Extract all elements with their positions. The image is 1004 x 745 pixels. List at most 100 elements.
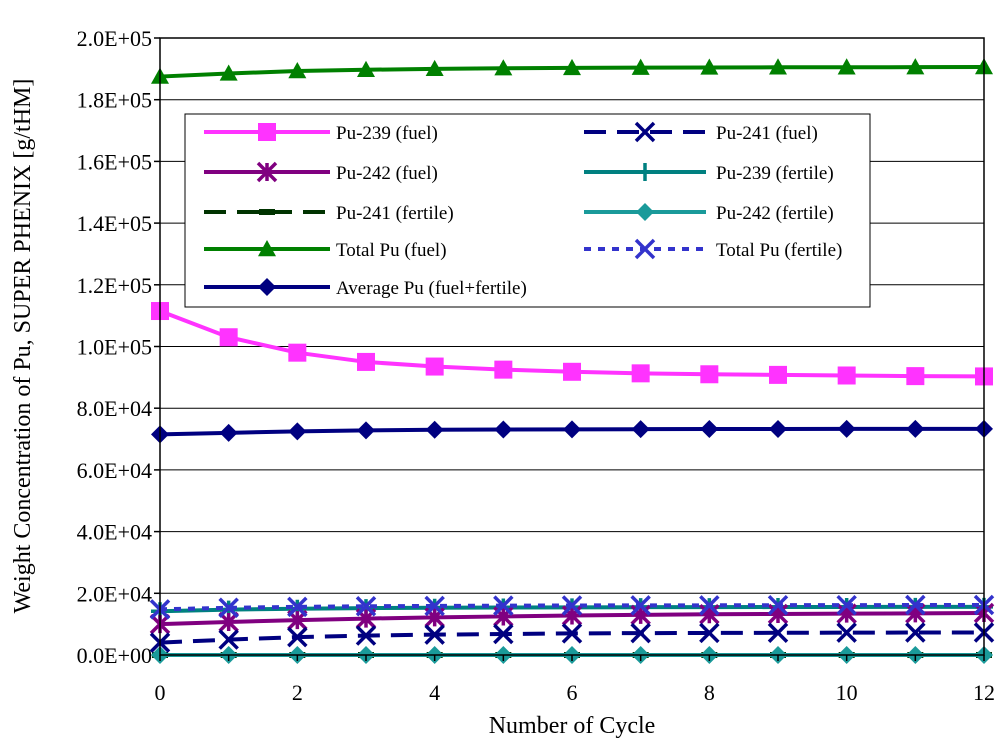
data-point-diamond [837, 419, 856, 438]
legend-item: Total Pu (fuel) [204, 240, 447, 261]
series-pu-239-fuel [151, 302, 993, 386]
data-point-diamond [494, 420, 513, 439]
x-tick-label: 4 [429, 680, 440, 705]
series-total-pu-fuel [151, 57, 993, 84]
data-point-square [631, 364, 650, 383]
legend-label: Pu-239 (fuel) [336, 123, 438, 144]
y-tick-label: 2.0E+04 [77, 581, 152, 606]
data-point-x [634, 121, 656, 143]
x-tick-label: 2 [292, 680, 303, 705]
x-tick-label: 8 [704, 680, 715, 705]
legend-item: Pu-241 (fuel) [584, 121, 818, 144]
x-axis-title: Number of Cycle [489, 713, 656, 739]
y-tick-label: 1.8E+05 [77, 88, 152, 113]
data-point-square [288, 343, 307, 362]
legend-item: Pu-241 (fertile) [204, 203, 454, 224]
data-point-x [836, 622, 857, 643]
y-axis-title: Weight Concentration of Pu, SUPER PHENIX… [10, 79, 36, 614]
data-point-x [767, 594, 789, 616]
data-point-x [287, 626, 308, 648]
x-tick-label: 6 [567, 680, 578, 705]
x-tick-label: 10 [836, 680, 858, 705]
data-point-triangle [494, 59, 513, 76]
data-point-diamond [258, 278, 276, 296]
y-tick-label: 2.0E+05 [77, 26, 152, 51]
data-point-square [219, 328, 238, 347]
data-point-star [767, 603, 789, 625]
data-point-x [424, 595, 445, 617]
legend-label: Total Pu (fertile) [716, 240, 842, 261]
data-point-triangle [288, 62, 307, 79]
data-point-diamond [769, 420, 787, 439]
data-point-x [905, 622, 926, 643]
data-point-square [258, 123, 276, 141]
data-point-x [561, 595, 583, 616]
data-point-triangle [425, 59, 444, 77]
data-point-x [905, 594, 926, 616]
data-point-triangle [906, 58, 925, 75]
legend-label: Pu-242 (fertile) [716, 203, 834, 224]
data-point-triangle [219, 64, 238, 81]
x-tick-label: 12 [973, 680, 995, 705]
y-tick-label: 1.4E+05 [77, 211, 152, 236]
data-point-square [906, 367, 925, 386]
data-point-triangle [837, 58, 856, 75]
data-point-square [769, 365, 787, 384]
data-point-diamond [906, 419, 925, 438]
legend-label: Total Pu (fuel) [336, 240, 447, 261]
data-point-triangle [631, 58, 650, 75]
data-point-x [493, 623, 514, 645]
data-point-square [494, 360, 513, 379]
data-point-diamond [700, 420, 719, 439]
series-pu-242-fuel [149, 602, 995, 635]
x-tick-label: 0 [155, 680, 166, 705]
data-point-plus [636, 163, 654, 181]
data-point-square [700, 365, 719, 384]
legend-label: Pu-241 (fuel) [716, 123, 818, 144]
legend-item: Pu-242 (fuel) [204, 161, 438, 184]
data-point-x [836, 594, 857, 616]
data-point-diamond [357, 421, 375, 440]
data-point-x [630, 595, 651, 616]
y-tick-labels: 0.0E+00 2.0E+04 4.0E+04 6.0E+04 8.0E+04 1.0E+… [77, 26, 152, 668]
data-point-star [836, 603, 857, 624]
legend: Pu-239 (fuel) Pu-241 (fuel) Pu-242 (fuel) P… [184, 113, 871, 308]
data-point-x [424, 624, 445, 645]
y-tick-label: 0.0E+00 [77, 643, 152, 668]
y-tick-label: 1.6E+05 [77, 149, 152, 174]
data-point-triangle [258, 240, 276, 257]
data-point-x [355, 625, 377, 646]
data-point-square [425, 357, 444, 376]
data-point-x [699, 595, 720, 616]
y-tick-label: 6.0E+04 [77, 458, 152, 483]
data-point-triangle [357, 60, 375, 77]
data-point-diamond [288, 422, 307, 441]
data-point-x [287, 596, 308, 618]
data-point-x [699, 622, 720, 644]
data-point-x [218, 629, 239, 650]
x-axis-ticks [159, 655, 985, 661]
data-point-star [256, 161, 278, 183]
legend-item: Pu-239 (fuel) [204, 123, 438, 144]
data-point-x [561, 623, 583, 644]
legend-item: Pu-239 (fertile) [584, 163, 834, 184]
y-tick-label: 4.0E+04 [77, 520, 152, 545]
legend-item: Total Pu (fertile) [584, 238, 842, 261]
y-tick-label: 1.0E+05 [77, 335, 152, 360]
data-point-square [563, 362, 581, 381]
data-point-dash [259, 209, 275, 215]
y-tick-label: 8.0E+04 [77, 396, 152, 421]
legend-label: Pu-239 (fertile) [716, 163, 834, 184]
data-point-x [355, 596, 377, 617]
legend-label: Average Pu (fuel+fertile) [336, 278, 527, 299]
data-point-triangle [563, 58, 581, 76]
data-point-x [767, 622, 789, 644]
legend-item: Average Pu (fuel+fertile) [204, 278, 527, 299]
legend-box [184, 113, 871, 308]
series-pu-241-fuel [149, 622, 995, 653]
series-total-pu-fertile [149, 594, 995, 620]
data-point-diamond [425, 420, 444, 439]
y-tick-label: 1.2E+05 [77, 273, 152, 298]
data-point-triangle [700, 58, 719, 75]
